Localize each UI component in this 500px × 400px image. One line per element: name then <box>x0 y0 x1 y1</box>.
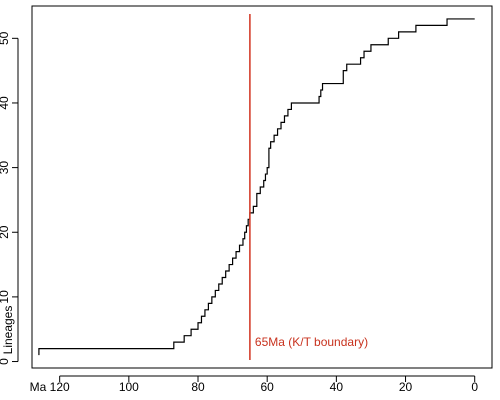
y-axis-label: Lineages <box>1 306 15 355</box>
x-axis-label: Ma <box>30 380 47 394</box>
x-tick-label: 0 <box>471 380 478 394</box>
annotation-layer: 65Ma (K/T boundary) <box>249 14 368 360</box>
y-tick-label: 40 <box>0 96 11 110</box>
x-tick-label: 120 <box>50 380 70 394</box>
y-tick-label: 20 <box>0 225 11 239</box>
plot-frame <box>31 5 493 369</box>
kt-boundary-label: 65Ma (K/T boundary) <box>255 335 368 349</box>
x-tick-label: 80 <box>191 380 205 394</box>
y-tick-label: 50 <box>0 31 11 45</box>
x-tick-label: 20 <box>399 380 413 394</box>
y-tick-label: 10 <box>0 290 11 304</box>
y-tick-label: 0 <box>0 358 11 365</box>
lineages-step-line <box>38 18 475 356</box>
y-tick-label: 30 <box>0 161 11 175</box>
x-tick-label: 40 <box>330 380 344 394</box>
series-layer <box>38 18 475 356</box>
x-tick-label: 60 <box>261 380 275 394</box>
x-axis: 120 100 80 60 40 20 0 <box>50 375 478 394</box>
x-tick-label: 100 <box>119 380 139 394</box>
y-axis: 0 10 20 30 40 50 <box>0 31 19 365</box>
